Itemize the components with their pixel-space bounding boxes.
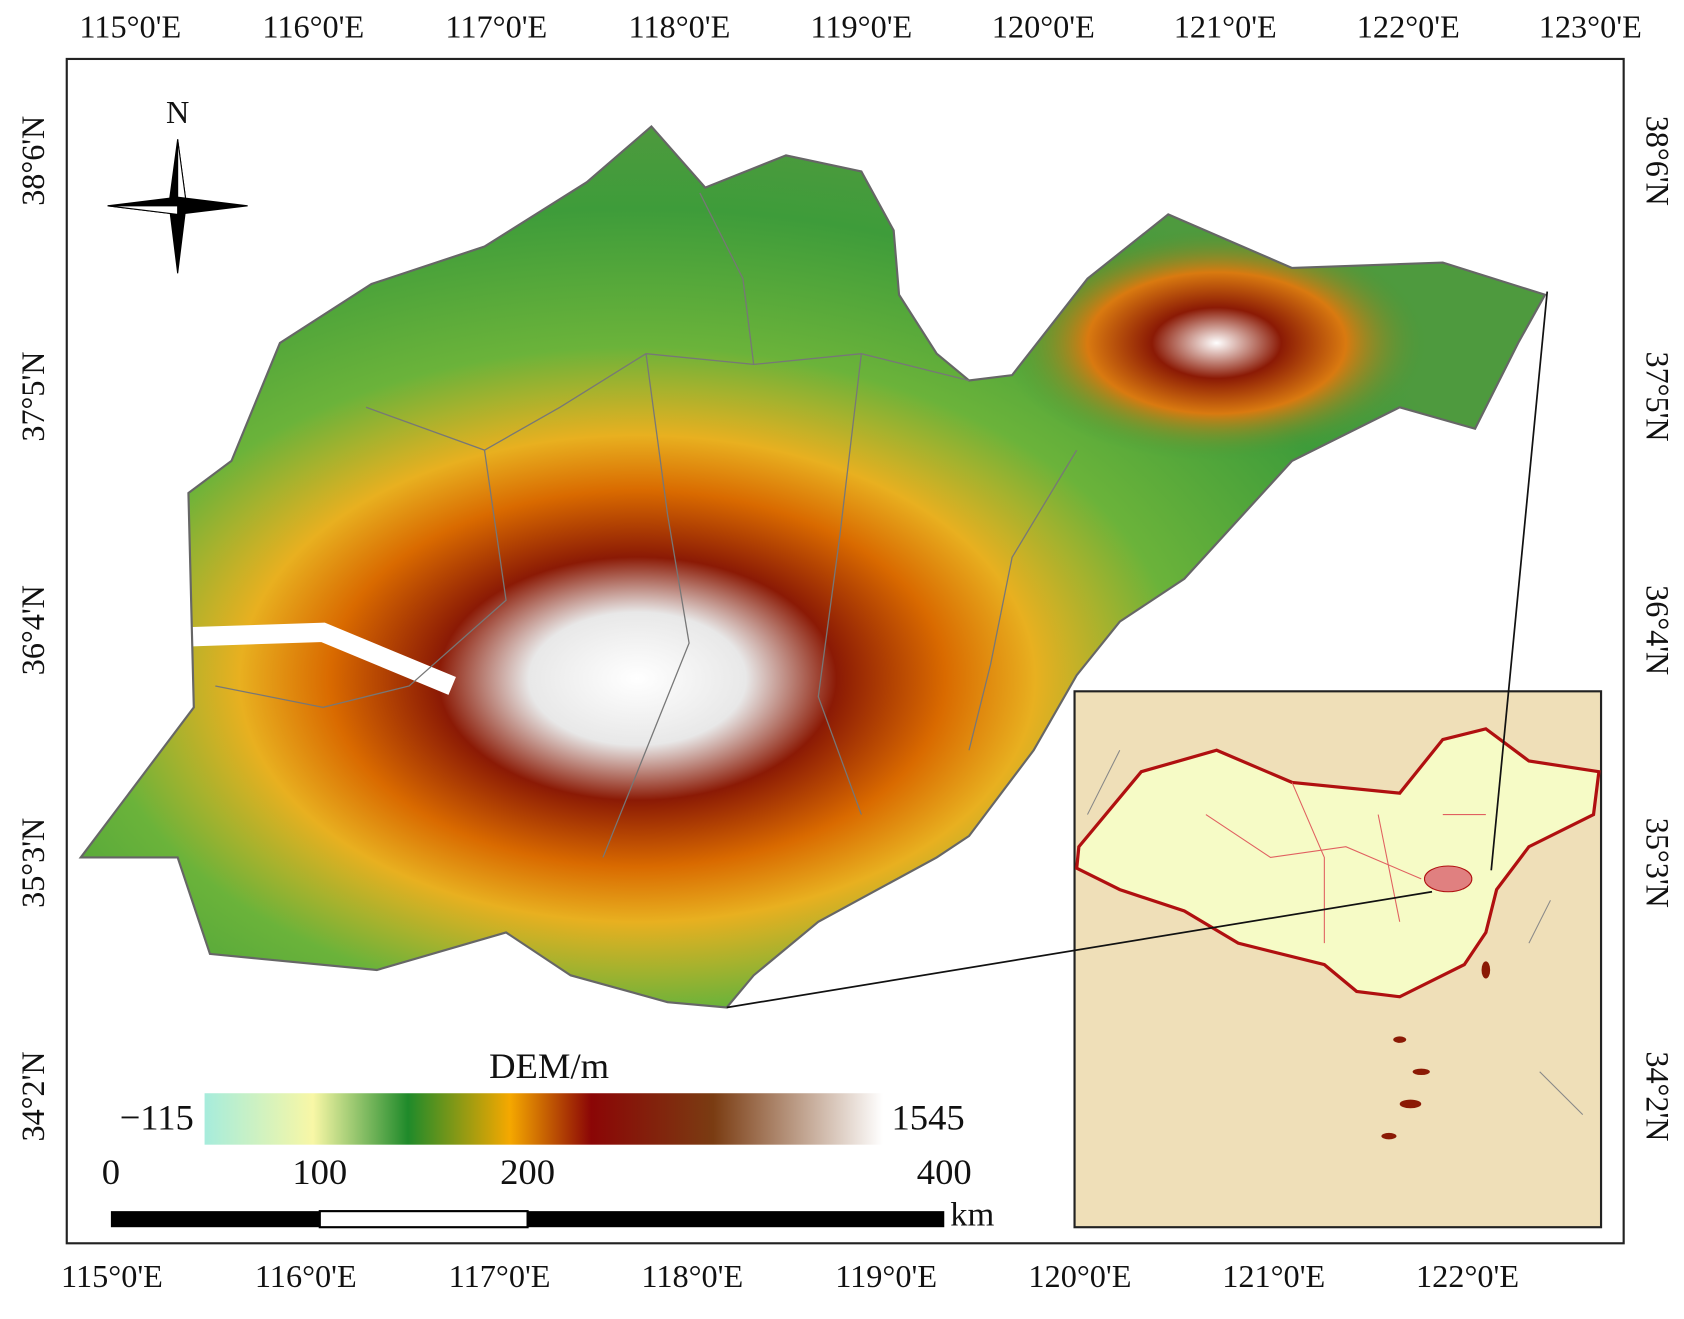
top-longitude-label: 116°0'E (262, 8, 364, 44)
top-longitude-label: 123°0'E (1539, 8, 1642, 44)
scale-label: 0 (102, 1151, 120, 1192)
top-longitude-label: 122°0'E (1357, 8, 1460, 44)
left-latitude-label: 36°4'N (15, 585, 51, 675)
city-boundaries (215, 192, 1078, 858)
left-latitude-label: 38°6'N (15, 116, 51, 206)
bottom-longitude-label: 122°0'E (1416, 1258, 1519, 1294)
right-latitude-label: 38°6'N (1639, 116, 1675, 206)
legend: DEM/m −115 1545 (120, 1045, 965, 1145)
scale-label: 400 (917, 1151, 972, 1192)
bottom-longitude-label: 121°0'E (1222, 1258, 1325, 1294)
legend-title: DEM/m (489, 1045, 609, 1086)
legend-max: 1545 (892, 1097, 965, 1138)
graticule-labels: 115°0'E 116°0'E 117°0'E 118°0'E 119°0'E 120°0… (15, 8, 1676, 1294)
top-longitude-label: 121°0'E (1174, 8, 1277, 44)
right-latitude-label: 35°3'N (1639, 818, 1675, 908)
scale-label: 100 (292, 1151, 347, 1192)
north-label: N (166, 94, 189, 130)
bottom-longitude-label: 116°0'E (255, 1258, 357, 1294)
figure-body: N DEM/m −115 (15, 8, 1676, 1294)
right-latitude-label: 34°2'N (1639, 1051, 1675, 1141)
scale-bar: km 0 100 200 400 (102, 1151, 995, 1233)
scale-label: 200 (500, 1151, 555, 1192)
bottom-longitude-label: 117°0'E (449, 1258, 551, 1294)
left-latitude-label: 37°5'N (15, 352, 51, 442)
top-longitude-label: 119°0'E (810, 8, 912, 44)
left-latitude-label: 35°3'N (15, 818, 51, 908)
scale-unit: km (950, 1196, 994, 1234)
right-latitude-label: 36°4'N (1639, 585, 1675, 675)
inset-leader-lines (726, 291, 1549, 1009)
north-arrow: N (107, 94, 248, 274)
top-longitude-label: 117°0'E (445, 8, 547, 44)
right-latitude-label: 37°5'N (1639, 352, 1675, 442)
inset-map (1073, 690, 1603, 1229)
top-longitude-label: 115°0'E (79, 8, 181, 44)
bottom-longitude-label: 118°0'E (641, 1258, 743, 1294)
legend-min: −115 (120, 1097, 194, 1138)
bottom-longitude-label: 119°0'E (835, 1258, 937, 1294)
bottom-longitude-label: 115°0'E (61, 1258, 163, 1294)
left-latitude-label: 34°2'N (15, 1051, 51, 1141)
top-longitude-label: 120°0'E (992, 8, 1095, 44)
top-longitude-label: 118°0'E (628, 8, 730, 44)
bottom-longitude-label: 120°0'E (1028, 1258, 1131, 1294)
legend-colorbar (204, 1093, 883, 1145)
